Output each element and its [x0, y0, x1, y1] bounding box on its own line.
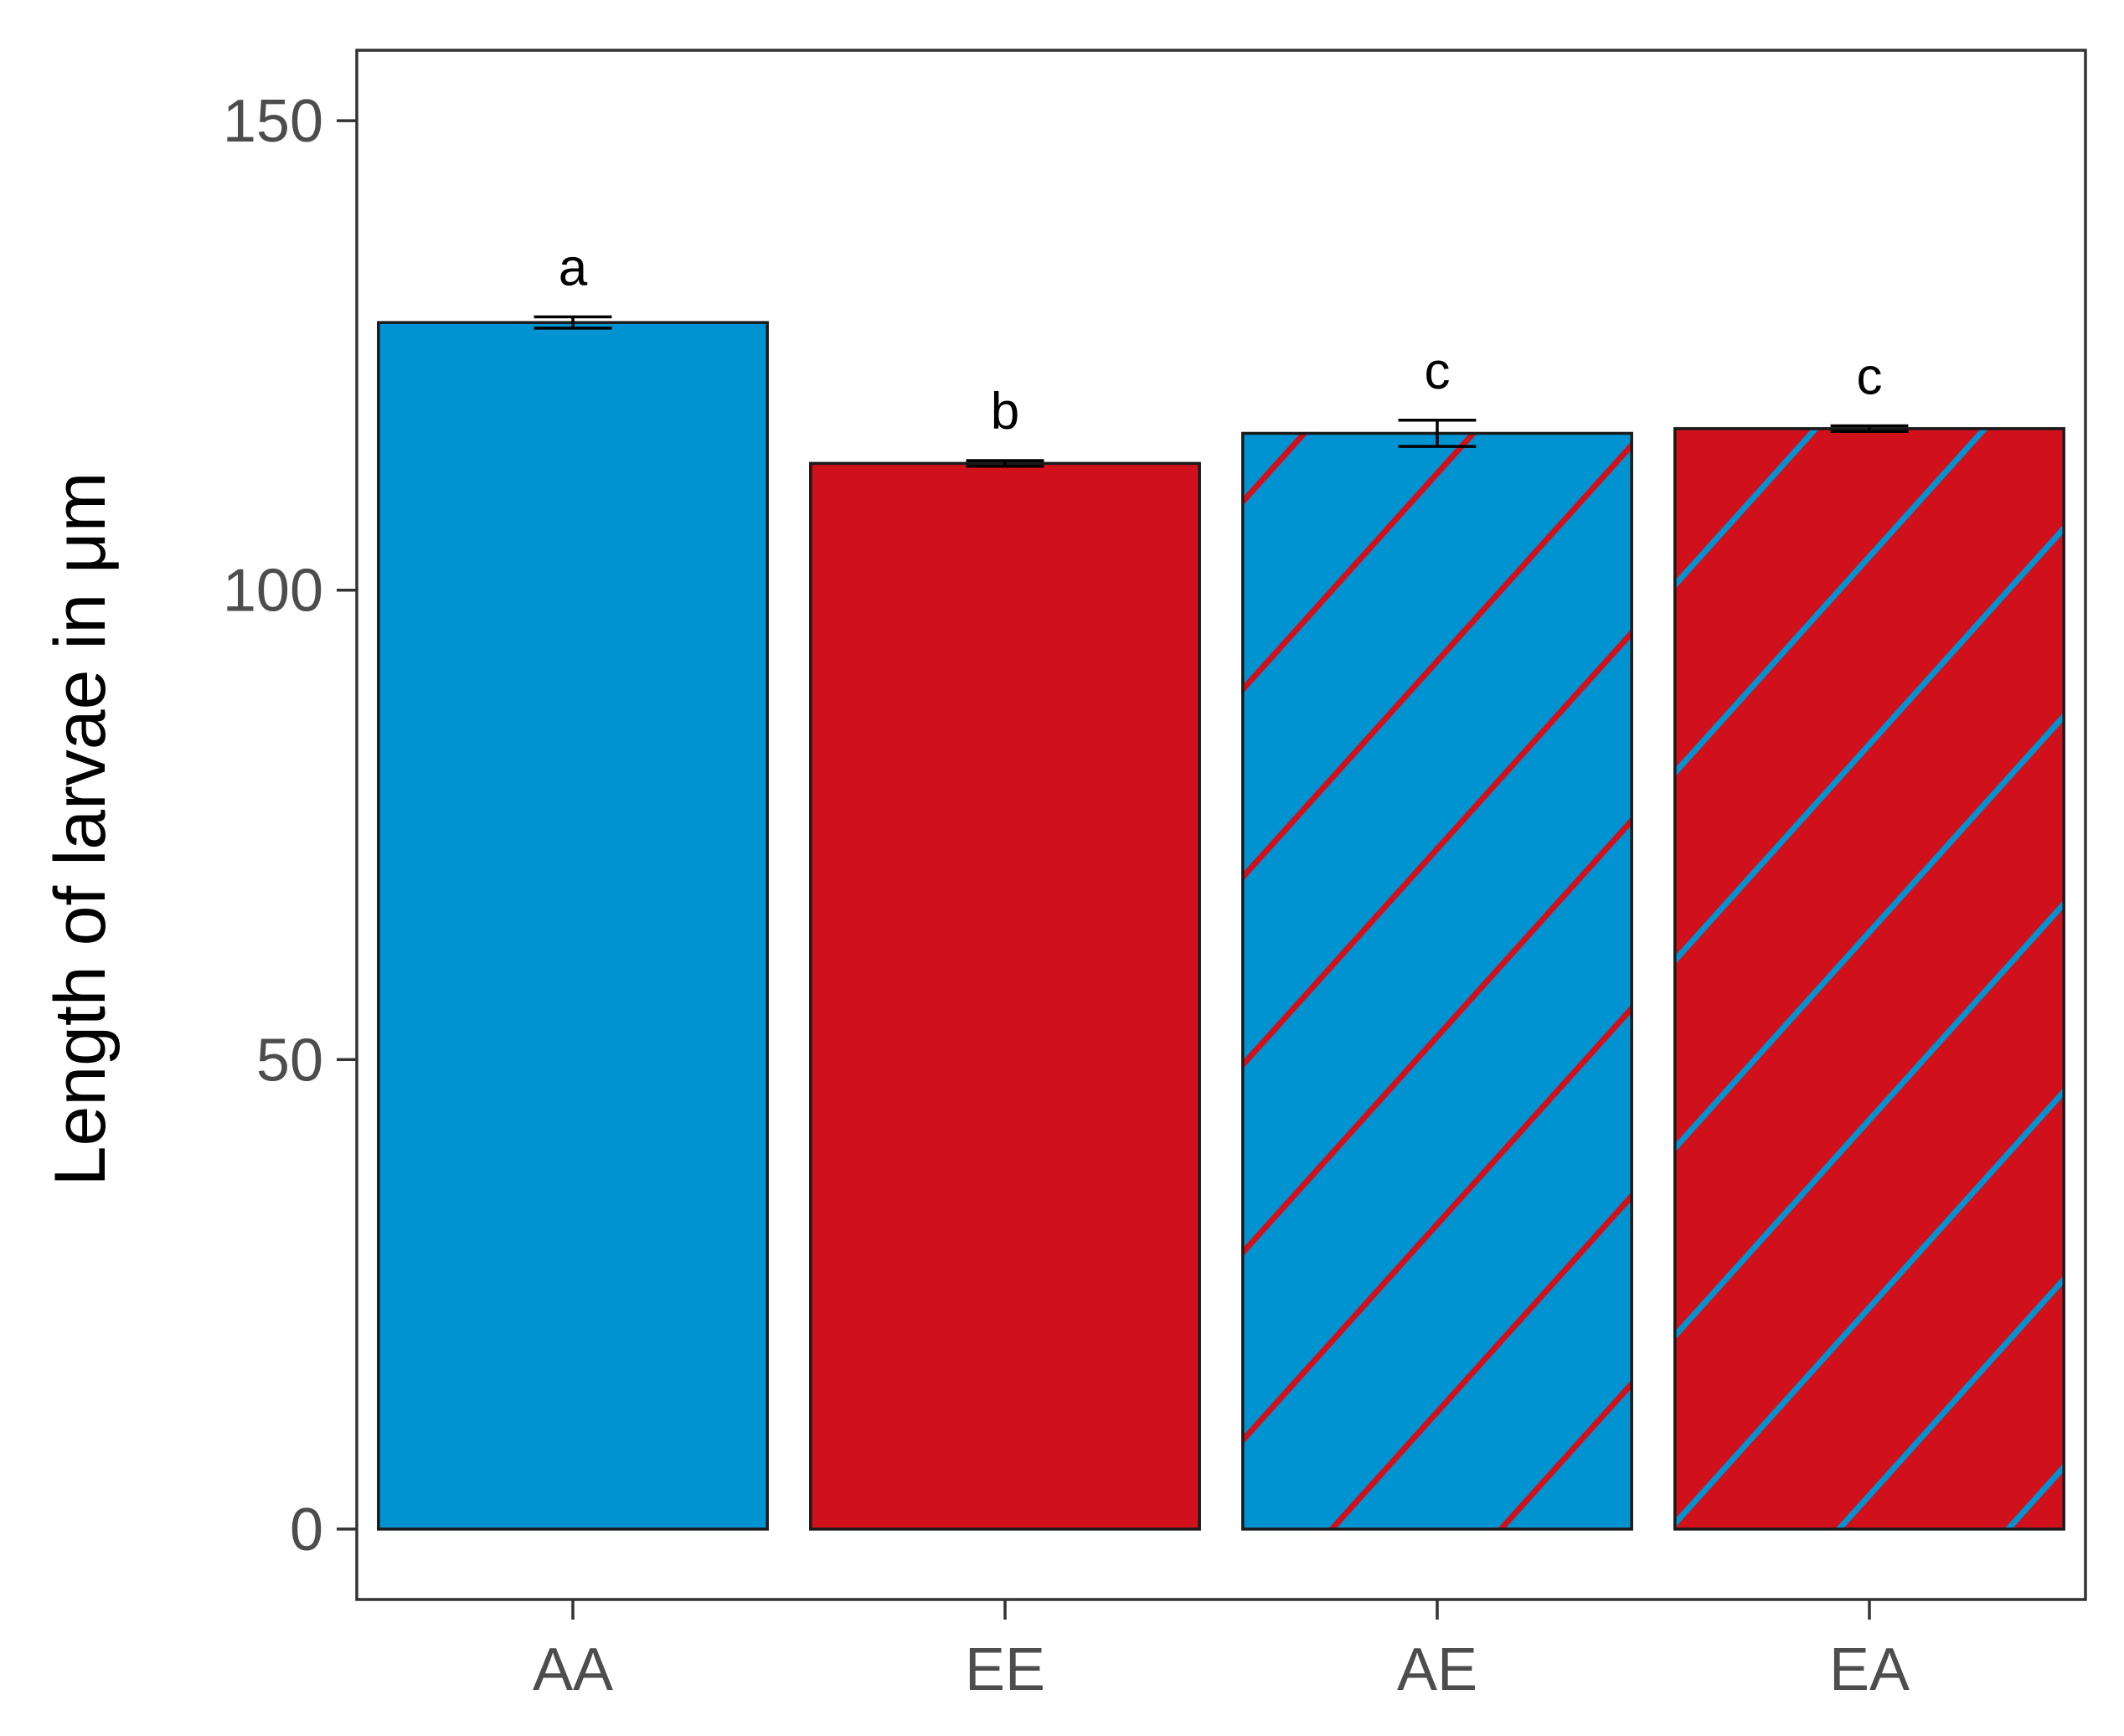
bars: a b c c — [377, 239, 2065, 1531]
error-bar-ea — [1830, 424, 1909, 433]
bar-ee — [809, 461, 1201, 1531]
significance-label: b — [991, 383, 1019, 440]
y-tick-label: 100 — [223, 558, 323, 625]
y-tick-label: 50 — [256, 1027, 323, 1094]
error-bar-ee — [966, 459, 1044, 468]
bar-ea — [1673, 427, 2065, 1531]
x-tick-label: EE — [965, 1636, 1045, 1703]
y-tick-label: 150 — [223, 88, 323, 155]
x-axis: AA EE AE EA — [533, 1599, 1910, 1703]
x-tick-label: AA — [533, 1636, 613, 1703]
significance-label: a — [559, 239, 588, 296]
plot-panel-border — [355, 49, 2087, 1601]
significance-label: c — [1425, 343, 1451, 400]
y-axis: 0 50 100 150 — [223, 88, 357, 1563]
y-axis-title: Length of larvae in μm — [40, 472, 121, 1187]
bar-aa — [377, 321, 769, 1531]
significance-label: c — [1857, 348, 1883, 405]
x-tick-label: EA — [1829, 1636, 1910, 1703]
bar-ae — [1241, 431, 1633, 1531]
error-bar-aa — [534, 315, 612, 330]
error-bar-ae — [1398, 419, 1477, 448]
x-tick-label: AE — [1397, 1636, 1477, 1703]
y-tick-label: 0 — [290, 1496, 323, 1563]
